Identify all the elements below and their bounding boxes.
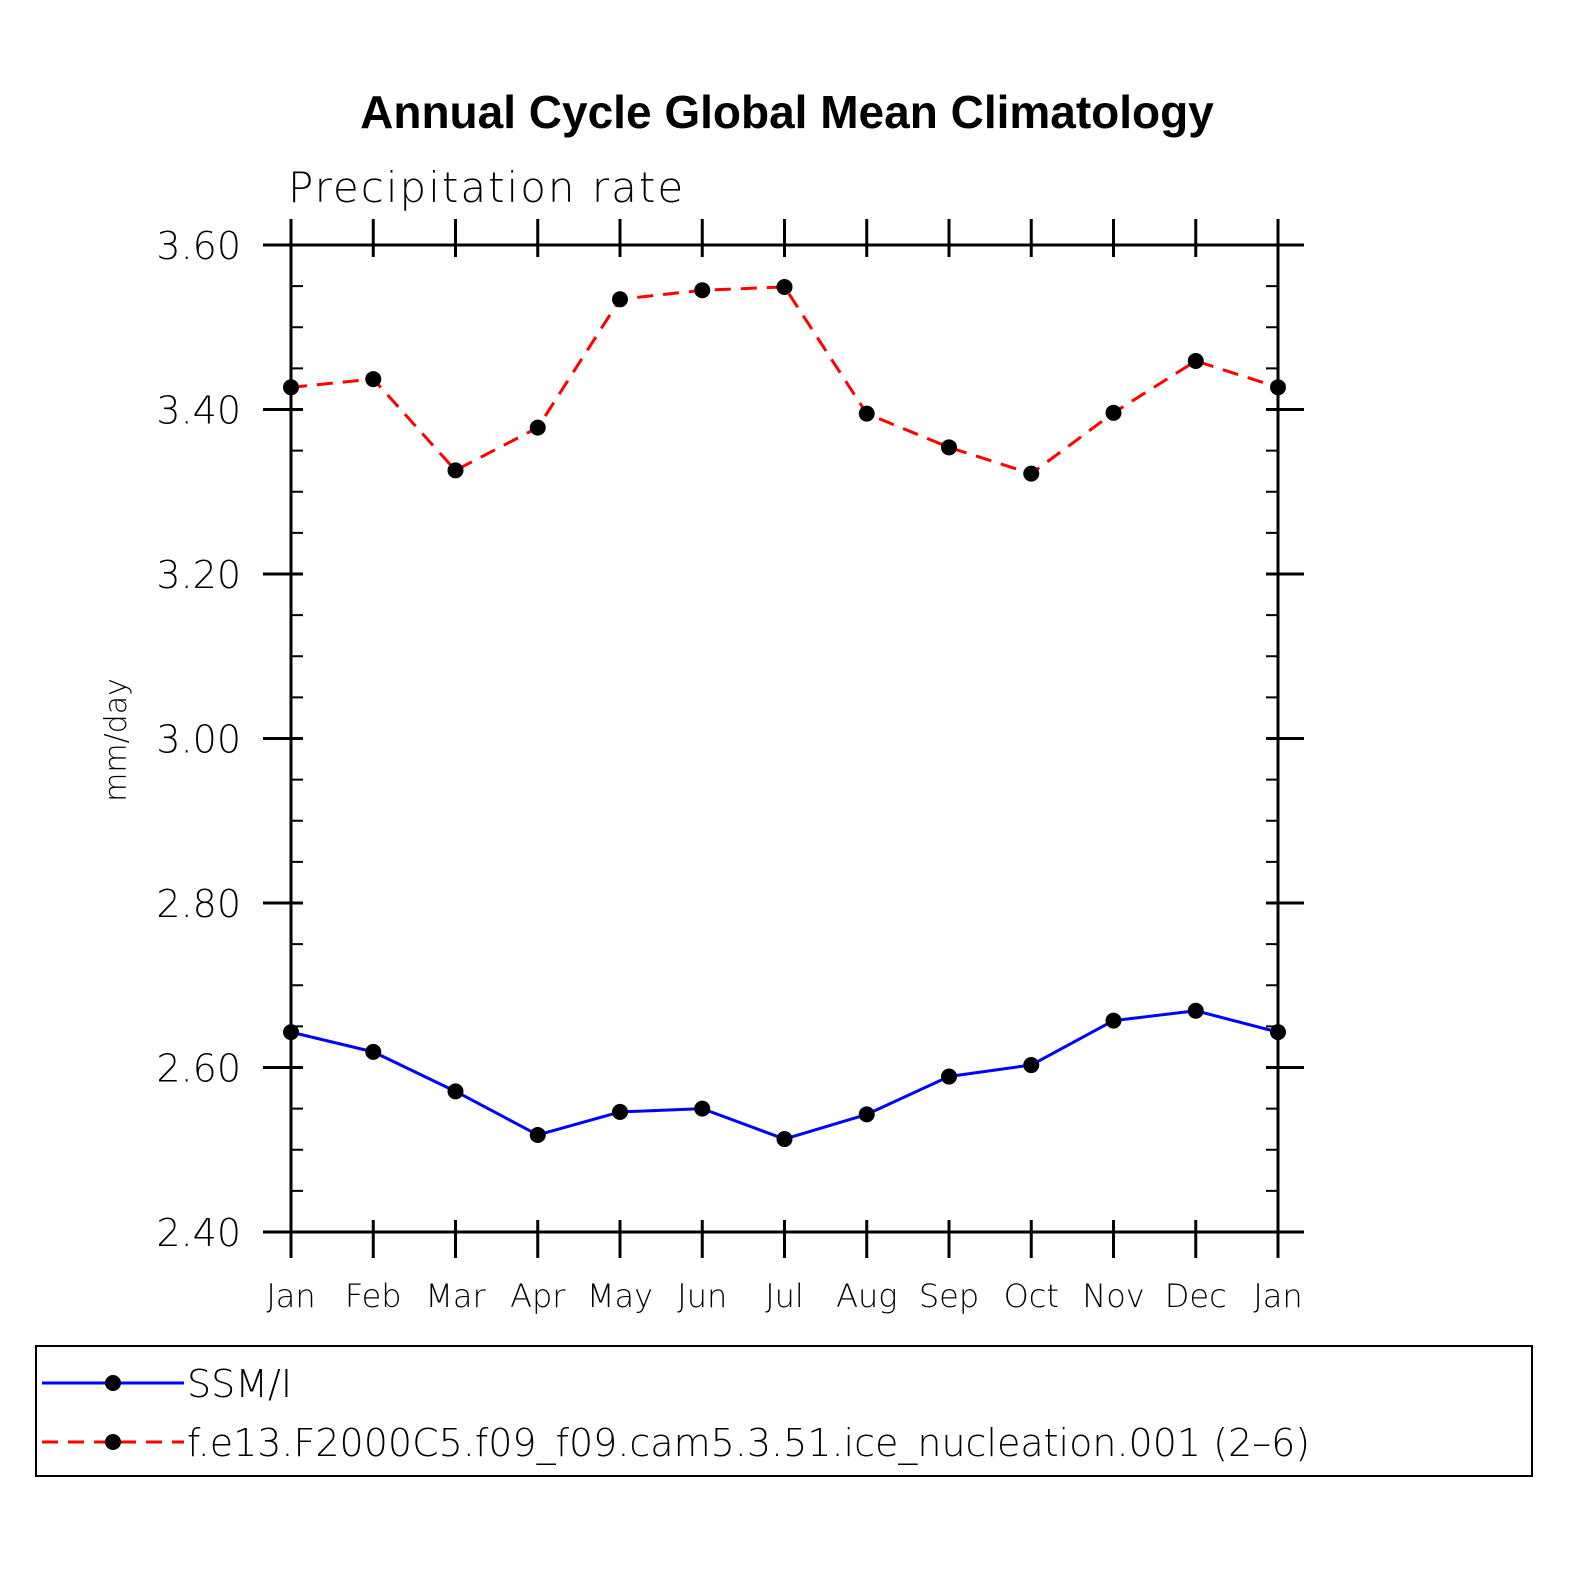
- series-1-point: [283, 1024, 299, 1041]
- legend-box: [35, 1345, 1533, 1477]
- x-tick-label: Sep: [919, 1277, 979, 1315]
- series-1-point: [365, 1043, 382, 1060]
- series-1-point: [1270, 1024, 1286, 1041]
- series-2-point: [858, 405, 875, 422]
- x-tick-label: Jan: [1253, 1277, 1302, 1315]
- series-2-point: [1023, 465, 1040, 482]
- series-1-point: [529, 1126, 546, 1143]
- series-1-point: [1187, 1002, 1204, 1019]
- series-2-point: [1187, 352, 1204, 369]
- series-1-point: [776, 1131, 793, 1148]
- series-1-point: [941, 1068, 957, 1085]
- series-1-point: [858, 1106, 875, 1123]
- x-tick-label: Aug: [836, 1277, 897, 1315]
- series-2-point: [776, 278, 793, 295]
- chart-subtitle: Precipitation rate: [288, 163, 685, 212]
- y-tick-label: 3.60: [156, 224, 241, 268]
- series-line-1: [290, 1009, 1279, 1141]
- y-tick-label: 3.00: [156, 718, 241, 762]
- legend-marker-2: [105, 1434, 121, 1450]
- legend-label-2: f.e13.F2000C5.f09_f09.cam5.3.51.ice_nucl…: [187, 1421, 1310, 1466]
- series-1-point: [612, 1103, 628, 1120]
- y-tick-label: 3.20: [156, 553, 241, 597]
- x-tick-label: Mar: [425, 1277, 486, 1315]
- series-1-point: [447, 1083, 464, 1100]
- series-2-point: [447, 462, 464, 479]
- series-1-point: [1023, 1057, 1040, 1074]
- y-tick-label: 2.80: [156, 882, 241, 926]
- y-axis-label: mm/day: [99, 678, 134, 802]
- x-tick-label: Apr: [510, 1277, 566, 1315]
- legend: SSM/I f.e13.F2000C5.f09_f09.cam5.3.51.ice…: [35, 1345, 1533, 1477]
- x-tick-label: Feb: [345, 1277, 402, 1315]
- x-tick-label: Nov: [1082, 1277, 1144, 1315]
- series-1-point: [694, 1100, 711, 1117]
- series-2-point: [1270, 379, 1286, 396]
- series-2-point: [612, 291, 628, 308]
- series-1-point: [1105, 1012, 1122, 1029]
- series-2-point: [529, 419, 546, 436]
- y-tick-label: 3.40: [156, 389, 241, 433]
- series-2-point: [365, 371, 382, 388]
- legend-marker-1: [105, 1375, 121, 1391]
- y-tick-label: 2.40: [156, 1211, 241, 1255]
- legend-label-1: SSM/I: [187, 1362, 292, 1406]
- axes: 2.40 2.60 2.80 3.00 3.20 3.40 3.60 Jan Feb Mar Apr…: [156, 219, 1304, 1315]
- series-line-2: [290, 285, 1279, 476]
- series-2-point: [941, 439, 957, 456]
- x-tick-label: May: [587, 1277, 653, 1315]
- y-tick-label: 2.60: [156, 1047, 241, 1091]
- series-2-point: [694, 282, 711, 299]
- series-layer: [283, 278, 1286, 1148]
- chart-title: Annual Cycle Global Mean Climatology: [360, 86, 1214, 138]
- x-tick-label: Jul: [765, 1277, 804, 1315]
- x-tick-label: Dec: [1165, 1277, 1227, 1315]
- x-tick-label: Jun: [677, 1277, 727, 1315]
- x-tick-label: Jan: [266, 1277, 315, 1315]
- series-2-point: [1105, 404, 1122, 421]
- series-2-point: [283, 379, 299, 396]
- x-tick-label: Oct: [1004, 1277, 1059, 1315]
